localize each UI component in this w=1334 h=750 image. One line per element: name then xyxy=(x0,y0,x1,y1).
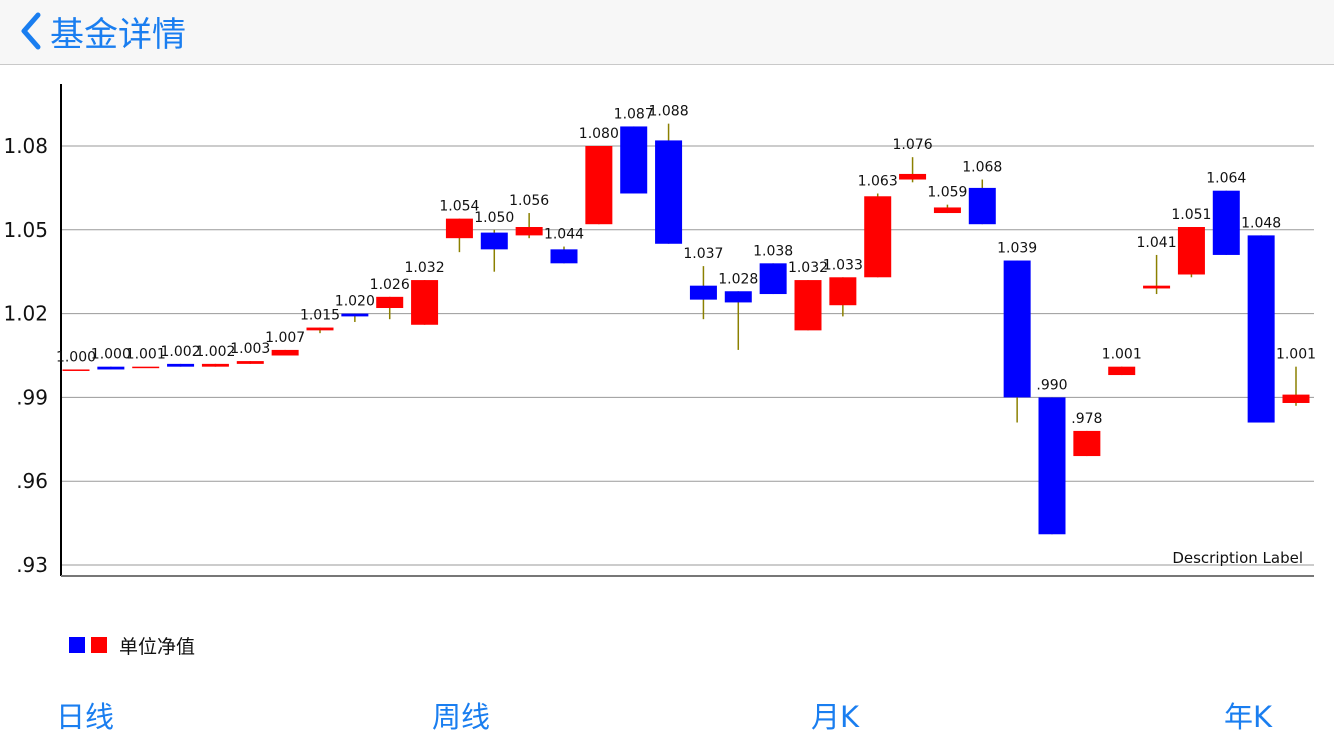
legend-swatch-rise xyxy=(91,637,107,653)
chart-description-label: Description Label xyxy=(1172,549,1303,567)
candle-body xyxy=(411,280,439,325)
y-tick-label: .96 xyxy=(16,469,48,493)
candle-body xyxy=(794,280,822,331)
candle-body xyxy=(445,218,473,239)
candle-body xyxy=(864,196,892,278)
candle-body xyxy=(899,173,927,180)
candle-body xyxy=(829,277,857,306)
tab-yearly[interactable]: 年K xyxy=(1224,700,1273,734)
candle-value-label: 1.039 xyxy=(997,241,1037,257)
page-title: 基金详情 xyxy=(50,14,186,55)
candle-body xyxy=(1212,190,1240,255)
chevron-left-icon xyxy=(21,12,41,50)
candle-value-label: 1.041 xyxy=(1137,235,1177,251)
candle-body xyxy=(933,207,961,214)
candle-value-label: 1.056 xyxy=(509,193,549,209)
candle-value-label: 1.002 xyxy=(195,344,235,360)
candle-body xyxy=(724,291,752,303)
candle-body xyxy=(480,232,508,250)
candle-value-label: 1.087 xyxy=(614,106,654,122)
candle-value-label: 1.001 xyxy=(1276,347,1316,363)
candle-body xyxy=(306,327,334,331)
candle-body xyxy=(1038,397,1066,535)
candle-value-label: 1.007 xyxy=(265,330,305,346)
candle-value-label: 1.001 xyxy=(126,347,166,363)
y-tick-label: 1.02 xyxy=(3,302,48,326)
candlestick-chart: .93.96.991.021.051.081.0001.0001.0011.00… xyxy=(3,84,1316,577)
tab-weekly[interactable]: 周线 xyxy=(432,700,491,734)
candle-body xyxy=(341,313,369,317)
candle-body xyxy=(271,349,299,356)
candle-value-label: 1.002 xyxy=(161,344,201,360)
candle-value-label: 1.032 xyxy=(788,260,828,276)
y-tick-label: 1.05 xyxy=(3,218,48,242)
candle-value-label: 1.000 xyxy=(91,347,131,363)
candle-value-label: 1.015 xyxy=(300,308,340,324)
candle-value-label: 1.059 xyxy=(927,185,967,201)
candle-value-label: 1.076 xyxy=(893,137,933,153)
candle-body xyxy=(236,361,264,364)
y-tick-label: .93 xyxy=(16,553,48,577)
candle-body xyxy=(132,366,160,369)
tab-daily[interactable]: 日线 xyxy=(56,700,115,734)
candle-value-label: 1.037 xyxy=(683,246,723,262)
candle-value-label: 1.050 xyxy=(474,210,514,226)
candle-body xyxy=(620,126,648,194)
candle-body xyxy=(1177,227,1205,275)
candle-value-label: 1.001 xyxy=(1102,347,1142,363)
candle-body xyxy=(515,227,543,236)
candle-body xyxy=(550,249,578,264)
candle-body xyxy=(1003,260,1031,398)
candle-body xyxy=(1282,394,1310,403)
candle-value-label: 1.064 xyxy=(1206,171,1246,187)
candle-value-label: 1.051 xyxy=(1171,207,1211,223)
candle-body xyxy=(1108,366,1136,376)
candle-value-label: 1.028 xyxy=(718,271,758,287)
y-tick-label: 1.08 xyxy=(3,134,48,158)
candle-value-label: .978 xyxy=(1071,411,1102,427)
candle-body xyxy=(689,285,717,300)
candle-value-label: 1.020 xyxy=(335,294,375,310)
tab-monthly[interactable]: 月K xyxy=(811,700,860,734)
candle-body xyxy=(585,146,613,225)
candle-body xyxy=(759,263,787,295)
candle-value-label: .990 xyxy=(1036,377,1067,393)
back-button[interactable]: 基金详情 xyxy=(18,6,186,56)
candle-body xyxy=(655,140,683,244)
y-tick-label: .99 xyxy=(16,385,48,409)
candle-body xyxy=(97,366,125,370)
candle-body xyxy=(167,363,195,367)
candle-value-label: 1.063 xyxy=(858,173,898,189)
candle-value-label: 1.080 xyxy=(579,126,619,142)
candle-value-label: 1.038 xyxy=(753,243,793,259)
candle-body xyxy=(1073,430,1101,457)
candle-body xyxy=(62,369,90,371)
candle-body xyxy=(968,187,996,225)
candle-value-label: 1.088 xyxy=(649,104,689,120)
candle-value-label: 1.068 xyxy=(962,160,1002,176)
candle-body xyxy=(1247,235,1275,423)
nav-bar: 基金详情 xyxy=(0,0,1334,65)
candle-value-label: 1.054 xyxy=(439,199,479,215)
candle-value-label: 1.003 xyxy=(230,341,270,357)
candle-body xyxy=(376,296,404,309)
candle-value-label: 1.032 xyxy=(405,260,445,276)
legend-swatch-fall xyxy=(69,637,85,653)
candle-body xyxy=(1143,285,1171,289)
candle-value-label: 1.000 xyxy=(56,349,96,365)
candle-body xyxy=(201,363,229,367)
candle-value-label: 1.048 xyxy=(1241,215,1281,231)
legend-label: 单位净值 xyxy=(119,635,196,658)
candle-value-label: 1.033 xyxy=(823,257,863,273)
candle-value-label: 1.026 xyxy=(370,277,410,293)
candle-value-label: 1.044 xyxy=(544,227,584,243)
chart-legend: 单位净值 xyxy=(69,632,195,658)
